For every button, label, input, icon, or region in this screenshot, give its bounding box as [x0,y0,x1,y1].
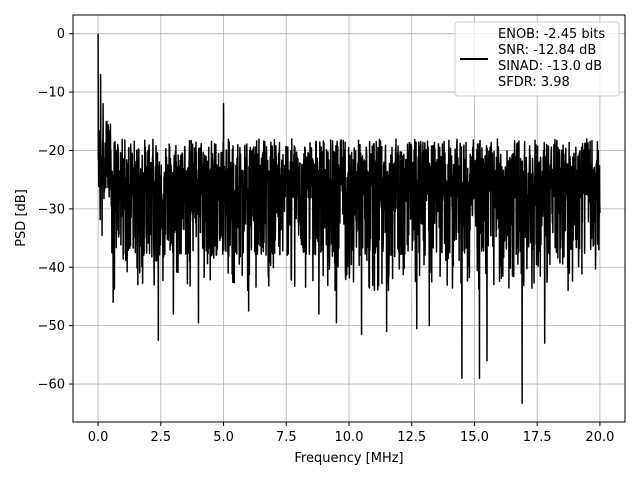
y-tick-label: −50 [38,319,65,334]
y-tick-label: −10 [38,86,65,101]
y-ticks: 0 −10 −20 −30 −40 −50 −60 [38,27,73,393]
y-axis-label: PSD [dB] [14,189,29,247]
x-ticks: 0.0 2.5 5.0 7.5 10.0 12.5 15.0 17.5 20.0 [88,422,614,445]
psd-line [97,33,601,405]
legend-line-sfdr: SFDR: 3.98 [498,75,570,90]
psd-series [97,33,601,405]
x-tick-label: 20.0 [585,430,614,445]
x-tick-label: 5.0 [213,430,234,445]
x-axis-label: Frequency [MHz] [294,451,403,466]
legend-line-sinad: SINAD: -13.0 dB [498,59,602,74]
legend-line-enob: ENOB: -2.45 bits [498,27,605,42]
x-tick-label: 0.0 [88,430,109,445]
legend-line-snr: SNR: -12.84 dB [498,43,596,58]
y-tick-label: −60 [38,378,65,393]
x-tick-label: 10.0 [335,430,364,445]
y-tick-label: −20 [38,144,65,159]
x-tick-label: 17.5 [523,430,552,445]
x-tick-label: 2.5 [150,430,171,445]
legend-box [454,21,620,97]
y-tick-label: −40 [38,261,65,276]
y-tick-label: 0 [57,27,65,42]
x-tick-label: 12.5 [397,430,426,445]
x-tick-label: 15.0 [460,430,489,445]
y-tick-label: −30 [38,202,65,217]
legend: ENOB: -2.45 bits SNR: -12.84 dB SINAD: -… [454,21,620,97]
x-tick-label: 7.5 [276,430,297,445]
